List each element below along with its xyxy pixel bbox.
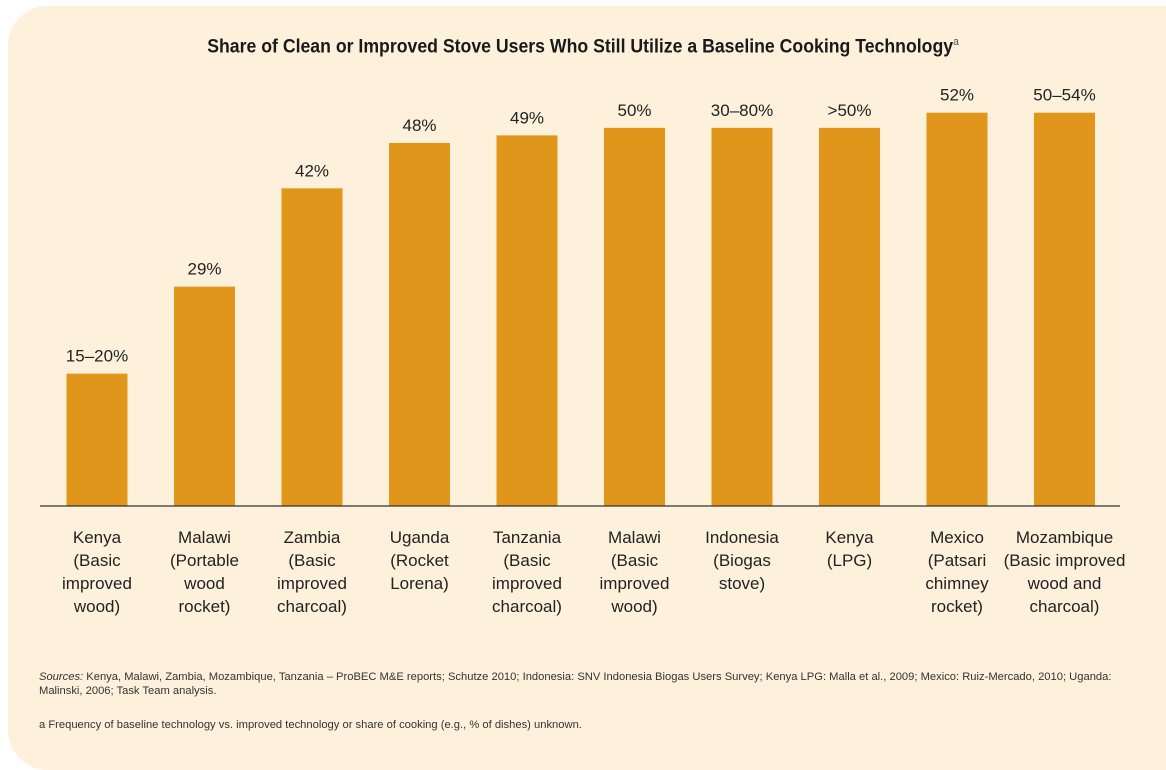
bar <box>926 112 988 506</box>
bar-value-label: 30–80% <box>711 101 773 120</box>
bar <box>711 127 773 507</box>
sources-text: Kenya, Malawi, Zambia, Mozambique, Tanza… <box>39 671 1112 697</box>
bar <box>174 286 235 506</box>
category-label: Indonesia (Biogas stove) <box>705 528 779 593</box>
bar-value-label: 52% <box>940 86 974 105</box>
chart-title: Share of Clean or Improved Stove Users W… <box>41 36 1125 58</box>
bar <box>389 142 450 507</box>
title-footnote-marker: a <box>953 36 959 48</box>
bar-value-label: 48% <box>402 116 436 135</box>
bar <box>496 135 558 506</box>
category-label: Kenya (LPG) <box>825 528 874 570</box>
bar-value-label: 15–20% <box>66 347 128 366</box>
bar-value-label: 50–54% <box>1033 86 1095 105</box>
bar <box>604 127 665 507</box>
bar <box>281 188 343 506</box>
bar-value-label: 42% <box>295 161 329 180</box>
footnote: a Frequency of baseline technology vs. i… <box>39 719 582 731</box>
category-label: Zambia (Basic improved charcoal) <box>277 528 347 616</box>
sources-note: Sources: Kenya, Malawi, Zambia, Mozambiq… <box>39 670 1119 698</box>
category-label: Mexico (Patsari chimney rocket) <box>925 528 989 616</box>
category-label: Kenya (Basic improved wood) <box>62 528 132 616</box>
category-label: Malawi (Portable wood rocket) <box>170 528 239 616</box>
category-label: Mozambique (Basic improved wood and charcoa… <box>1004 528 1126 616</box>
bar <box>66 373 128 506</box>
category-label: Uganda (Rocket Lorena) <box>390 528 450 593</box>
chart-title-text: Share of Clean or Improved Stove Users W… <box>207 36 954 58</box>
bar <box>819 127 880 507</box>
bar-value-label: 50% <box>617 101 651 120</box>
bar-value-label: 49% <box>510 108 544 127</box>
bar <box>1034 112 1095 506</box>
bar-value-label: 29% <box>187 260 221 279</box>
bar-value-label: >50% <box>828 101 872 120</box>
category-label: Tanzania (Basic improved charcoal) <box>492 528 562 616</box>
sources-prefix: Sources: <box>39 671 84 683</box>
category-label: Malawi (Basic improved wood) <box>600 528 670 616</box>
